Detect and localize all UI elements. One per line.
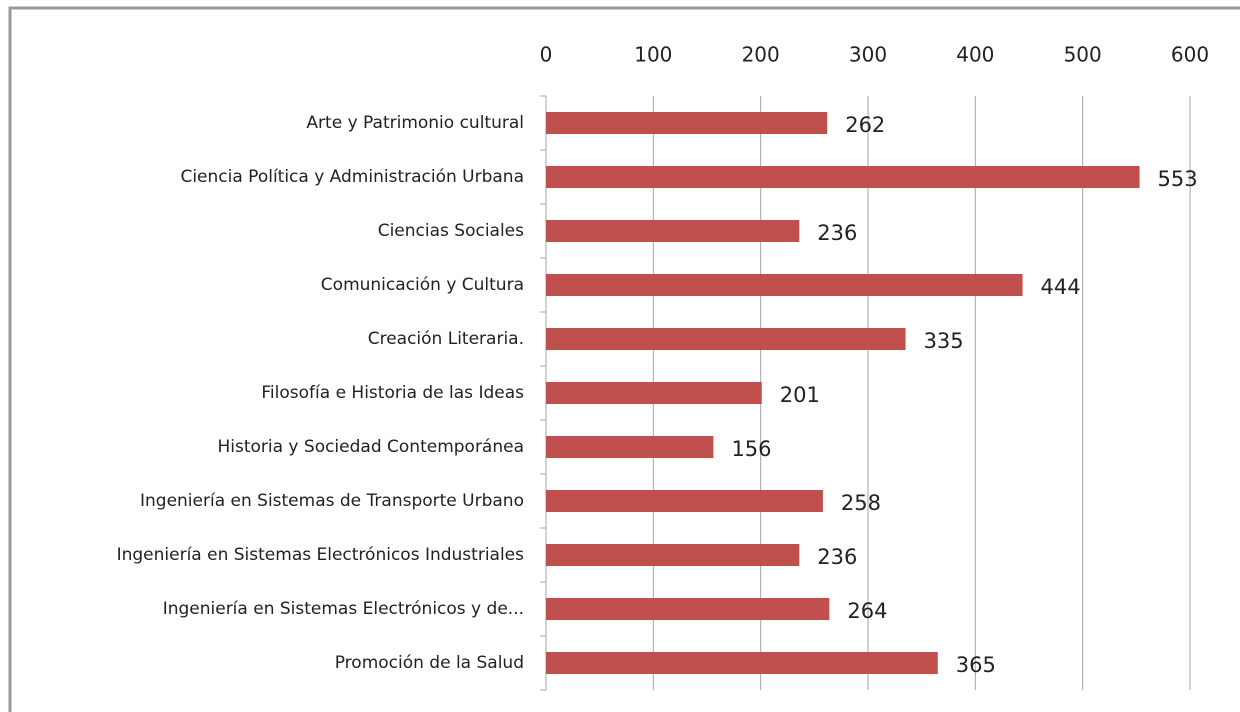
data-label: 201 <box>780 383 820 407</box>
bar <box>546 490 823 512</box>
bar <box>546 274 1023 296</box>
x-tick-label: 500 <box>1064 43 1102 67</box>
y-tick-label: Ingeniería en Sistemas de Transporte Urb… <box>140 491 524 511</box>
y-tick-label: Ciencia Política y Administración Urbana <box>180 167 524 187</box>
bar <box>546 328 906 350</box>
bar <box>546 598 830 620</box>
y-tick-label: Ciencias Sociales <box>378 221 524 241</box>
y-tick-label: Creación Literaria. <box>368 329 524 349</box>
data-label: 365 <box>956 653 996 677</box>
data-label: 444 <box>1041 275 1081 299</box>
x-tick-label: 600 <box>1171 43 1209 67</box>
data-label: 262 <box>845 113 885 137</box>
data-label: 156 <box>731 437 771 461</box>
bar <box>546 436 714 458</box>
x-tick-label: 0 <box>540 43 553 67</box>
data-label: 335 <box>924 329 964 353</box>
x-tick-label: 300 <box>849 43 887 67</box>
data-label: 553 <box>1158 167 1198 191</box>
bar <box>546 166 1140 188</box>
x-tick-label: 400 <box>956 43 994 67</box>
data-label: 264 <box>847 599 887 623</box>
y-tick-label: Ingeniería en Sistemas Electrónicos Indu… <box>117 545 525 565</box>
data-label: 236 <box>817 545 857 569</box>
bar <box>546 382 762 404</box>
x-tick-label: 200 <box>742 43 780 67</box>
data-label: 236 <box>817 221 857 245</box>
y-tick-label: Arte y Patrimonio cultural <box>306 113 524 133</box>
chart-frame <box>8 6 1240 712</box>
bar <box>546 544 800 566</box>
y-tick-label: Promoción de la Salud <box>335 653 524 673</box>
bar <box>546 220 800 242</box>
bar <box>546 652 938 674</box>
y-tick-label: Ingeniería en Sistemas Electrónicos y de… <box>163 599 524 619</box>
y-tick-label: Filosofía e Historia de las Ideas <box>261 383 524 403</box>
x-tick-label: 100 <box>634 43 672 67</box>
y-tick-label: Comunicación y Cultura <box>321 275 524 295</box>
data-label: 258 <box>841 491 881 515</box>
y-tick-label: Historia y Sociedad Contemporánea <box>217 437 524 457</box>
bar <box>546 112 828 134</box>
